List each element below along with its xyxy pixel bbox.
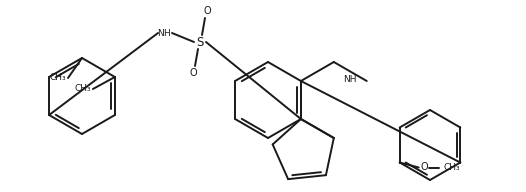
Text: O: O <box>189 68 197 78</box>
Text: CH₃: CH₃ <box>75 84 91 94</box>
Text: S: S <box>196 36 204 49</box>
Text: CH₃: CH₃ <box>49 74 66 83</box>
Text: CH₃: CH₃ <box>443 163 460 172</box>
Text: N: N <box>157 28 164 37</box>
Text: O: O <box>421 162 429 172</box>
Text: O: O <box>203 6 211 16</box>
Text: NH: NH <box>343 75 357 84</box>
Text: H: H <box>163 28 169 37</box>
